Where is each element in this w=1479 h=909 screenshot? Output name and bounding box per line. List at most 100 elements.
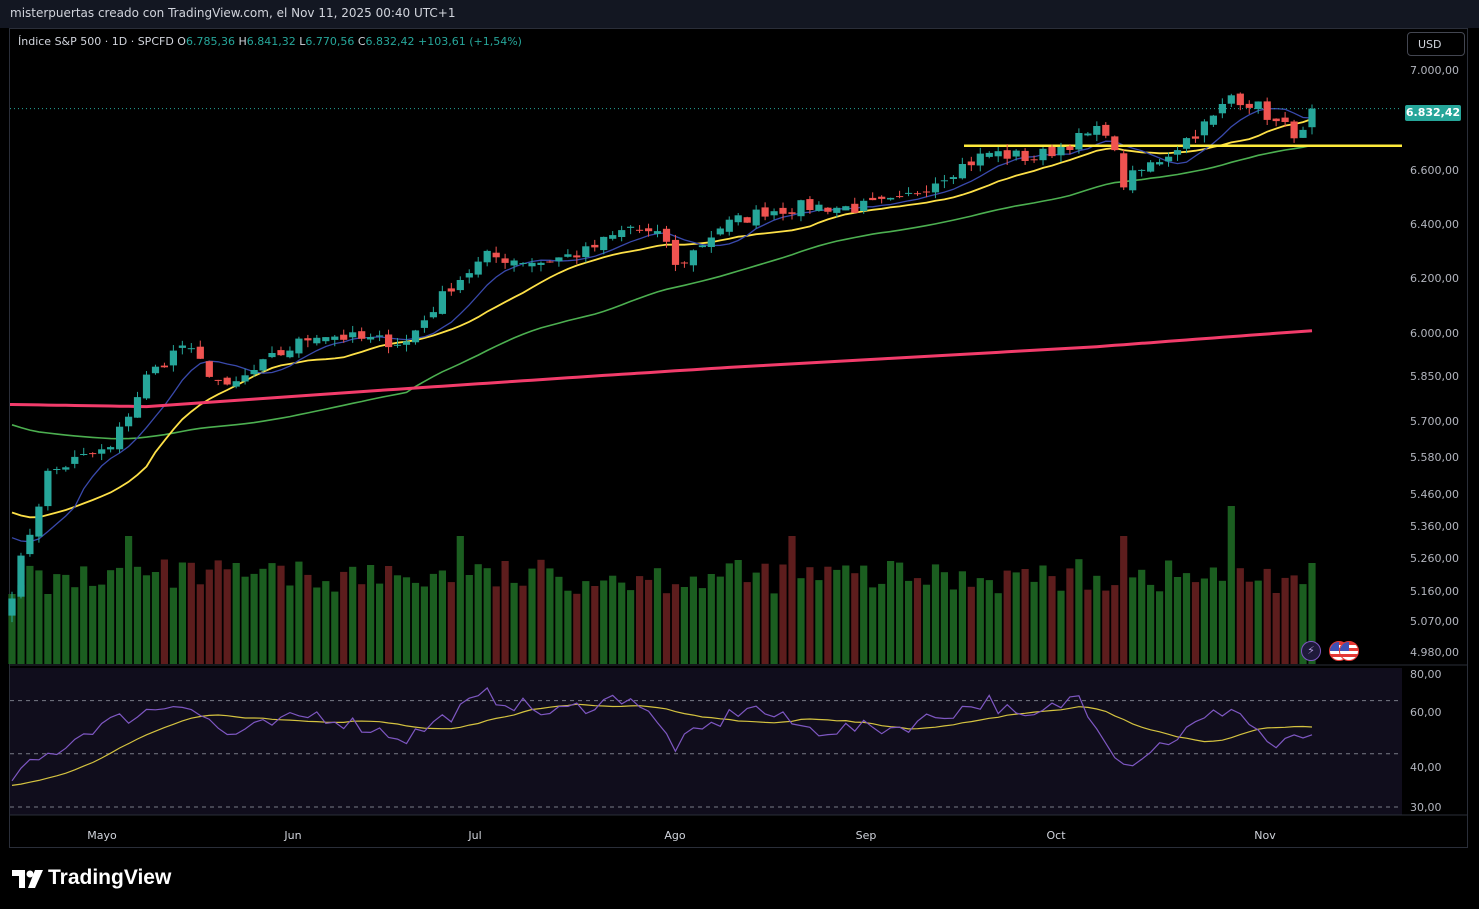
candle-body [420, 320, 428, 328]
candle-body [1003, 150, 1011, 159]
volume-bar [636, 576, 644, 664]
candle-body [456, 280, 464, 291]
candle-body [241, 375, 249, 382]
volume-bar [1191, 582, 1200, 664]
volume-bar [1093, 575, 1101, 664]
volume-bar [1236, 568, 1244, 664]
candle-body [887, 197, 895, 200]
candle-body [707, 237, 715, 247]
price-axis-label: 5.460,00 [1410, 488, 1459, 501]
candle-body [1120, 153, 1128, 188]
volume-bar [627, 590, 635, 664]
candle-body [689, 250, 697, 266]
candle-body [1209, 115, 1217, 125]
ma-yellow-line [11, 118, 1313, 519]
volume-bar [689, 576, 697, 664]
volume-bar [618, 582, 626, 664]
volume-bar [322, 581, 330, 664]
volume-bar [806, 567, 814, 664]
volume-bar [340, 571, 348, 664]
volume-bar [1066, 568, 1074, 664]
chart-credit: misterpuertas creado con TradingView.com… [10, 6, 456, 20]
volume-bar [600, 580, 608, 664]
volume-bar [1263, 568, 1271, 664]
volume-bar [232, 563, 240, 664]
candle-body [896, 196, 904, 198]
volume-bar [17, 585, 25, 664]
candle-body [860, 200, 868, 211]
volume-bar [824, 566, 832, 664]
volume-bar [385, 566, 393, 664]
candle-body [967, 161, 975, 166]
volume-bar [241, 576, 249, 664]
candle-body [680, 262, 688, 264]
candle-body [98, 449, 106, 454]
volume-bar [770, 593, 778, 664]
candle-body [125, 416, 133, 427]
volume-bar [53, 574, 61, 664]
volume-bar [905, 580, 913, 664]
volume-bar [913, 578, 922, 664]
candle-body [788, 212, 796, 214]
candle-body [779, 207, 787, 214]
candle-body [519, 263, 527, 264]
volume-bar [779, 564, 787, 664]
candle-body [1147, 162, 1155, 172]
candle-body [1057, 146, 1065, 156]
volume-bar [169, 587, 177, 664]
candle-body [411, 330, 420, 343]
symbol-name[interactable]: Índice S&P 500 · 1D · SPCFD [18, 35, 174, 48]
rsi-pane-background [10, 668, 1402, 815]
price-axis-label: 5.260,00 [1410, 552, 1459, 565]
candle-body [1012, 150, 1020, 157]
price-axis-label: 5.700,00 [1410, 415, 1459, 428]
candle-body [259, 359, 267, 371]
candles [8, 92, 1316, 623]
volume-bar [958, 571, 966, 664]
candle-body [537, 262, 545, 265]
volume-bar [887, 561, 895, 664]
candle-body [313, 337, 321, 344]
candle-body [214, 379, 222, 381]
volume-bar [1147, 584, 1155, 664]
low-value: 6.770,56 [305, 35, 355, 48]
rsi-axis-label: 40,00 [1410, 761, 1442, 774]
volume-bar [501, 561, 509, 664]
volume-bar [940, 572, 948, 664]
candle-body [1165, 156, 1173, 162]
volume-bar [465, 575, 473, 664]
candle-body [17, 555, 25, 597]
ma-green-line [11, 144, 1313, 440]
volume-bar [976, 578, 984, 664]
candle-body [1075, 133, 1083, 150]
price-axis-label: 4.980,00 [1410, 646, 1459, 659]
candle-body [1254, 101, 1262, 110]
ma-red-line [10, 329, 1313, 409]
volume-bar [80, 566, 88, 664]
lightning-icon[interactable]: ⚡ [1301, 641, 1321, 661]
candle-body [1084, 133, 1092, 136]
candle-body [1030, 159, 1038, 161]
volume-bar [142, 575, 151, 664]
candle-body [1191, 136, 1200, 139]
volume-bar [196, 584, 204, 664]
candle-body [591, 244, 599, 248]
volume-bar [537, 559, 545, 664]
volume-bar [510, 582, 518, 664]
candle-body [1156, 162, 1164, 165]
volume-bar [1245, 581, 1253, 664]
volume-bar [62, 574, 70, 664]
volume-bar [967, 586, 975, 664]
candle-body [653, 231, 662, 234]
candle-body [250, 370, 258, 375]
currency-button[interactable]: USD [1407, 32, 1465, 56]
candle-body [645, 228, 653, 232]
volume-bar [492, 586, 500, 664]
candle-body [169, 350, 177, 366]
us-flag-icon[interactable] [1339, 641, 1359, 661]
volume-bar [797, 578, 805, 664]
volume-bar [860, 565, 868, 664]
volume-bar [349, 566, 357, 664]
volume-bar [528, 568, 536, 664]
